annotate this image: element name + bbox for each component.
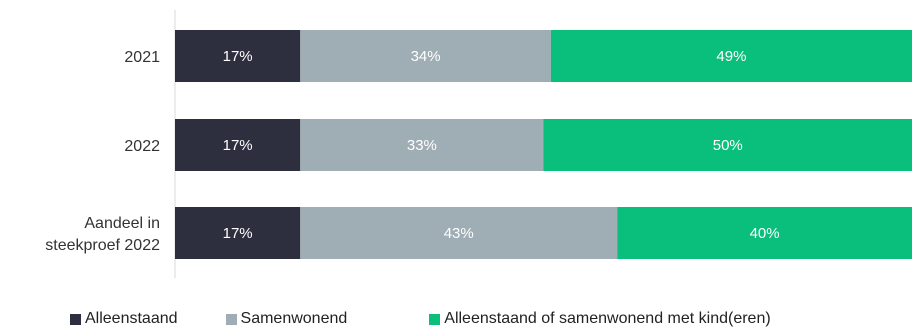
data-label: 43% — [444, 225, 474, 242]
legend-swatch — [225, 313, 237, 325]
data-label: 50% — [713, 137, 743, 154]
legend-item: Samenwonend — [225, 310, 348, 328]
legend-item: Alleenstaand of samenwonend met kind(ere… — [429, 310, 771, 328]
data-label: 17% — [223, 48, 253, 65]
bar-segment — [175, 30, 301, 82]
bar-segment — [175, 207, 301, 259]
data-label: 49% — [716, 48, 746, 65]
bar-segment — [543, 119, 912, 171]
stacked-bar-chart: 17% 34% 49% 17% 33% 50% 17% 43% 40% 2021 2022 Aand… — [45, 10, 912, 278]
legend-label: Alleenstaand of samenwonend met kind(ere… — [444, 310, 771, 327]
data-label: 17% — [223, 137, 253, 154]
legend: Alleenstaand Samenwonend Alleenstaand of s… — [70, 310, 771, 328]
data-label: 40% — [750, 225, 780, 242]
legend-swatch — [70, 313, 81, 325]
bar-segment — [300, 30, 551, 82]
legend-item: Alleenstaand — [70, 310, 178, 328]
category-labels-group: 2021 2022 Aandeel in steekproef 2022 — [45, 49, 160, 254]
data-label: 17% — [223, 225, 253, 242]
legend-swatch — [429, 313, 441, 325]
category-label: 2021 — [124, 49, 160, 66]
bar-segment — [175, 119, 301, 171]
bar-segment — [300, 119, 544, 171]
category-label: 2022 — [124, 138, 160, 155]
data-label: 33% — [407, 137, 437, 154]
bar-segment — [617, 207, 912, 259]
bar-segment — [550, 30, 912, 82]
bar-segment — [300, 207, 618, 259]
bars-group: 17% 34% 49% 17% 33% 50% 17% 43% 40% — [175, 30, 912, 259]
data-label: 34% — [411, 48, 441, 65]
category-label: Aandeel in steekproef 2022 — [45, 215, 160, 254]
legend-label: Alleenstaand — [85, 310, 178, 327]
legend-label: Samenwonend — [240, 310, 348, 327]
